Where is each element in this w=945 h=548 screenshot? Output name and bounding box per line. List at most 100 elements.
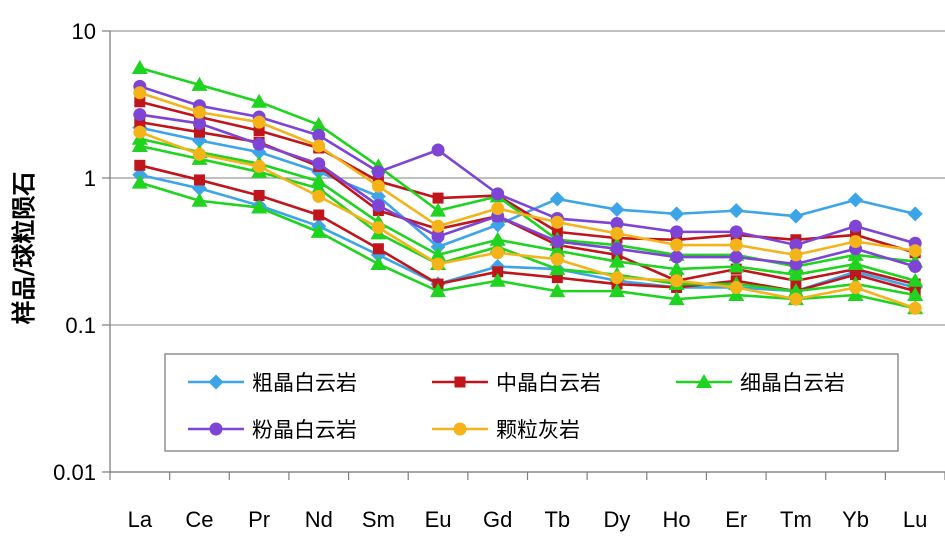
data-point: [728, 286, 745, 301]
series-4-line-1: [133, 79, 922, 252]
y-tick-label: 0.01: [53, 460, 96, 485]
data-point: [847, 286, 864, 301]
data-point: [310, 173, 327, 188]
data-point: [610, 226, 624, 240]
data-point: [312, 128, 326, 142]
series-line: [139, 66, 916, 268]
data-point: [431, 229, 445, 243]
data-point: [850, 269, 862, 281]
data-point: [608, 253, 625, 268]
data-point: [431, 219, 445, 233]
axes: 0.01 0.1 1 10 La Ce Pr Nd Sm Eu Gd Tb Dy Ho Er Tm Yb Lu: [53, 19, 945, 532]
data-point: [489, 231, 506, 246]
x-tick-label: Lu: [903, 507, 927, 532]
data-point: [430, 246, 447, 261]
data-point: [669, 206, 685, 222]
data-point: [313, 209, 325, 221]
y-tick-label: 1: [84, 166, 96, 191]
x-tick-label: Ho: [663, 507, 691, 532]
data-point: [549, 283, 566, 298]
data-point: [849, 280, 863, 294]
series-line: [139, 85, 916, 247]
data-point: [549, 242, 566, 257]
data-point: [192, 147, 206, 161]
legend-label: 中晶白云岩: [496, 371, 601, 395]
data-point: [670, 238, 684, 252]
data-point: [131, 138, 148, 153]
data-point: [251, 93, 268, 108]
x-tick-label: Sm: [362, 507, 395, 532]
data-point: [610, 271, 624, 285]
data-point: [310, 116, 327, 131]
legend-label: 细晶白云岩: [740, 371, 845, 395]
y-tick-label: 10: [72, 19, 96, 44]
data-point: [134, 116, 146, 128]
data-point: [849, 219, 863, 233]
data-point: [729, 238, 743, 252]
data-point: [610, 242, 624, 256]
legend-marker: [209, 422, 223, 436]
legend-label: 粗晶白云岩: [252, 371, 357, 395]
legend-entry-4: 粉晶白云岩: [188, 418, 357, 442]
data-point: [729, 280, 743, 294]
legend-entry-2: 中晶白云岩: [432, 371, 601, 395]
data-point: [789, 257, 803, 271]
data-point: [251, 199, 268, 214]
data-point: [252, 159, 266, 173]
data-point: [192, 105, 206, 119]
x-tick-label: Dy: [604, 507, 631, 532]
legend-marker: [696, 374, 712, 388]
data-point: [728, 258, 745, 273]
series-3-line-2: [131, 130, 924, 287]
legend-marker: [454, 376, 466, 388]
series-line: [139, 144, 916, 297]
data-point: [310, 223, 327, 238]
data-point: [670, 225, 684, 239]
data-point: [550, 234, 564, 248]
series-line: [139, 126, 916, 249]
x-tick-label: Gd: [483, 507, 512, 532]
x-tick-label: Yb: [842, 507, 869, 532]
series-3-line-1: [131, 60, 924, 273]
data-point: [847, 255, 864, 270]
data-point: [549, 191, 565, 207]
data-point: [670, 250, 684, 264]
data-point: [492, 266, 504, 278]
x-tick-label: La: [128, 507, 153, 532]
data-point: [668, 291, 685, 306]
data-point: [253, 190, 265, 202]
data-point: [371, 221, 385, 235]
data-point: [131, 174, 148, 189]
x-tick-label: Ce: [185, 507, 213, 532]
data-point: [372, 243, 384, 255]
data-point: [252, 115, 266, 129]
legend-label: 颗粒灰岩: [496, 418, 580, 442]
data-point: [491, 202, 505, 216]
series-line: [139, 113, 916, 268]
data-point: [789, 248, 803, 262]
series-line: [139, 100, 916, 255]
data-point: [907, 206, 923, 222]
data-point: [133, 125, 147, 139]
data-point: [789, 238, 803, 252]
series-line: [139, 137, 916, 283]
data-point: [312, 157, 326, 171]
data-point: [907, 286, 924, 301]
data-point: [193, 174, 205, 186]
data-point: [191, 76, 208, 91]
x-tick-label: Tb: [544, 507, 570, 532]
data-point: [787, 266, 804, 281]
data-point: [312, 189, 326, 203]
data-point: [191, 192, 208, 207]
data-point: [133, 86, 147, 100]
data-point: [849, 234, 863, 248]
data-point: [551, 272, 563, 284]
x-tick-label: Pr: [248, 507, 270, 532]
data-point: [728, 203, 744, 219]
data-point: [550, 215, 564, 229]
data-point: [312, 139, 326, 153]
data-point: [788, 208, 804, 224]
data-point: [550, 252, 564, 266]
data-point: [432, 192, 444, 204]
